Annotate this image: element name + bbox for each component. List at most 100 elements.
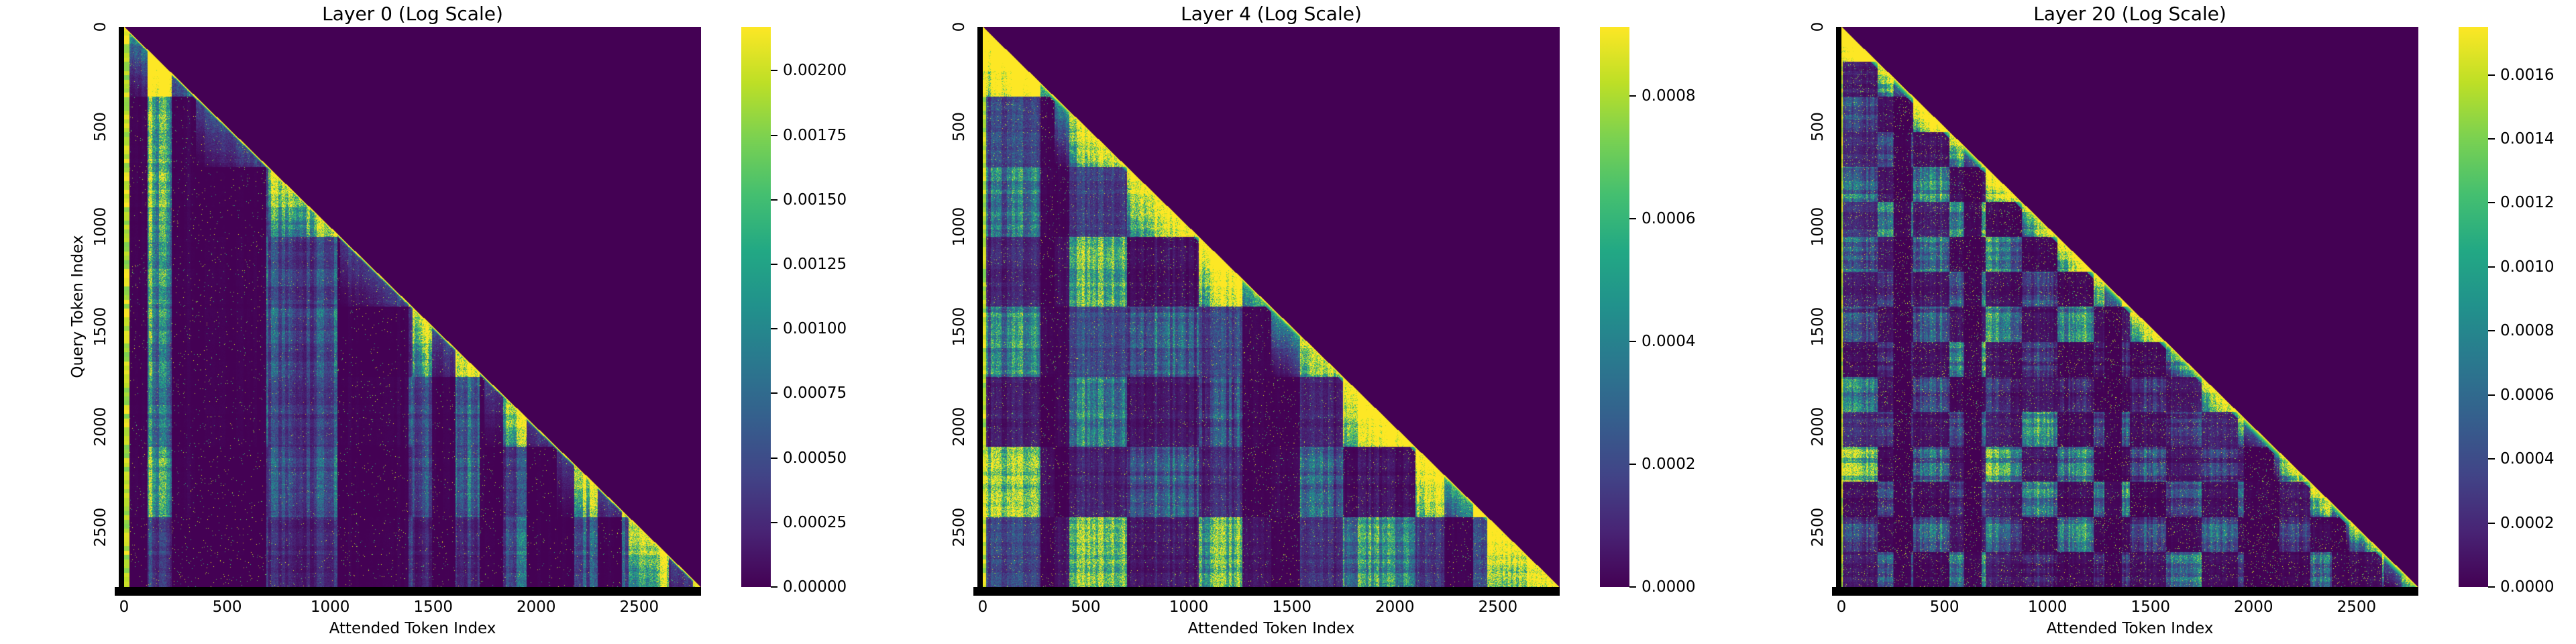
colorbar-tick-mark (2488, 394, 2495, 396)
y-tick-label: 1500 (92, 307, 109, 347)
colorbar-tick-mark (2488, 202, 2495, 204)
subplot-layer-0: Layer 0 (Log Scale) Query Token Index At… (0, 0, 859, 644)
x-tick-label: 2000 (2234, 598, 2273, 616)
colorbar-tick-label: 0.0008 (2500, 322, 2555, 340)
colorbar-tick-mark (771, 457, 777, 459)
x-tick-label: 2500 (2337, 598, 2377, 616)
colorbar-tick-mark (2488, 330, 2495, 332)
colorbar-tick-mark (771, 392, 777, 394)
colorbar-tick-mark (2488, 138, 2495, 140)
x-axis-label: Attended Token Index (2046, 620, 2214, 637)
y-tick-label: 500 (1809, 112, 1827, 142)
x-tick-label: 0 (977, 598, 988, 616)
x-tick-label: 1000 (1169, 598, 1209, 616)
x-tick-label: 2500 (619, 598, 659, 616)
colorbar-tick-label: 0.0008 (1642, 87, 1696, 105)
y-tick-label: 500 (92, 112, 109, 142)
colorbar-tick-label: 0.0000 (2500, 578, 2555, 596)
y-axis-spine (119, 27, 124, 596)
x-tick-label: 2500 (1478, 598, 1518, 616)
colorbar-tick-mark (2488, 74, 2495, 76)
x-tick-label: 500 (1929, 598, 1960, 616)
colorbar-tick-label: 0.0000 (1642, 578, 1696, 596)
colorbar-tick-mark (1629, 340, 1636, 342)
y-tick-label: 1500 (951, 307, 968, 347)
attention-heatmap-canvas (1841, 27, 2418, 587)
colorbar-tick-mark (1629, 463, 1636, 465)
colorbar-tick-label: 0.0012 (2500, 194, 2555, 212)
colorbar-tick-mark (2488, 266, 2495, 268)
colorbar-tick-mark (771, 328, 777, 330)
y-tick-label: 1000 (951, 207, 968, 247)
colorbar-tick-mark (1629, 586, 1636, 588)
colorbar-tick-mark (771, 521, 777, 523)
colorbar-tick-mark (771, 134, 777, 136)
x-tick-label: 1500 (2131, 598, 2170, 616)
colorbar-tick-label: 0.0002 (2500, 514, 2555, 532)
subplot-layer-20: Layer 20 (Log Scale) Attended Token Inde… (1717, 0, 2576, 644)
y-tick-label: 2000 (92, 407, 109, 447)
y-tick-label: 2500 (1809, 507, 1827, 547)
colorbar-tick-mark (1629, 95, 1636, 97)
colorbar-tick-label: 0.00075 (783, 384, 847, 402)
x-tick-label: 1500 (1272, 598, 1311, 616)
y-tick-label: 2500 (92, 507, 109, 547)
colorbar-tick-label: 0.00100 (783, 320, 847, 338)
colorbar (741, 27, 771, 587)
y-tick-label: 1000 (1809, 207, 1827, 247)
y-tick-label: 500 (951, 112, 968, 142)
colorbar (2459, 27, 2488, 587)
x-tick-label: 0 (119, 598, 129, 616)
colorbar-tick-label: 0.0010 (2500, 258, 2555, 276)
colorbar-tick-label: 0.00000 (783, 578, 847, 596)
plot-title: Layer 0 (Log Scale) (322, 3, 503, 25)
x-tick-label: 2000 (517, 598, 556, 616)
colorbar-tick-label: 0.0014 (2500, 130, 2555, 148)
colorbar-tick-label: 0.00050 (783, 449, 847, 467)
x-tick-label: 500 (1071, 598, 1101, 616)
y-tick-label: 2500 (951, 507, 968, 547)
attention-heatmap-canvas (983, 27, 1560, 587)
colorbar-tick-mark (771, 586, 777, 588)
colorbar-tick-label: 0.0004 (2500, 450, 2555, 468)
colorbar-tick-label: 0.00200 (783, 62, 847, 80)
y-tick-label: 2000 (951, 407, 968, 447)
y-tick-label: 0 (951, 21, 968, 32)
colorbar-tick-label: 0.00125 (783, 256, 847, 273)
subplot-layer-4: Layer 4 (Log Scale) Attended Token Index… (859, 0, 1717, 644)
colorbar-tick-mark (2488, 586, 2495, 588)
x-tick-label: 1000 (310, 598, 350, 616)
colorbar-tick-mark (771, 70, 777, 72)
colorbar-tick-label: 0.00150 (783, 191, 847, 209)
x-tick-label: 0 (1836, 598, 1847, 616)
colorbar-tick-label: 0.0002 (1642, 455, 1696, 473)
x-axis-label: Attended Token Index (329, 620, 496, 637)
colorbar-tick-label: 0.0004 (1642, 332, 1696, 350)
y-axis-spine (1836, 27, 1841, 596)
x-axis-spine (1832, 587, 2418, 596)
plot-title: Layer 4 (Log Scale) (1181, 3, 1362, 25)
colorbar-tick-mark (1629, 217, 1636, 219)
colorbar-tick-label: 0.0016 (2500, 66, 2555, 84)
colorbar (1600, 27, 1629, 587)
colorbar-tick-label: 0.00175 (783, 126, 847, 144)
y-axis-label: Query Token Index (69, 235, 87, 378)
colorbar-tick-mark (2488, 522, 2495, 524)
colorbar-tick-mark (771, 264, 777, 265)
colorbar-tick-mark (2488, 458, 2495, 460)
x-tick-label: 2000 (1375, 598, 1415, 616)
colorbar-tick-label: 0.0006 (2500, 386, 2555, 404)
colorbar-tick-label: 0.00025 (783, 513, 847, 531)
colorbar-tick-mark (771, 199, 777, 201)
x-axis-label: Attended Token Index (1187, 620, 1355, 637)
x-tick-label: 1500 (413, 598, 453, 616)
y-tick-label: 1500 (1809, 307, 1827, 347)
x-tick-label: 500 (212, 598, 242, 616)
y-tick-label: 0 (1809, 21, 1827, 32)
x-axis-spine (115, 587, 701, 596)
y-axis-spine (977, 27, 983, 596)
x-axis-spine (973, 587, 1560, 596)
attention-heatmap-canvas (124, 27, 701, 587)
plot-title: Layer 20 (Log Scale) (2033, 3, 2226, 25)
